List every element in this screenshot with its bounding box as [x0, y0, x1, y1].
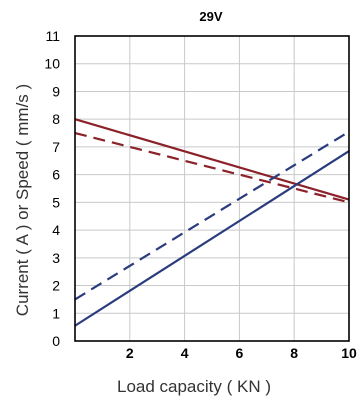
y-tick-label: 2	[52, 278, 60, 294]
series-line-2	[74, 131, 350, 204]
y-axis-label: Current ( A ) or Speed ( mm/s )	[13, 84, 32, 316]
y-tick-label: 11	[45, 28, 60, 44]
y-tick-labels: 0 1 2 3 4 5 6 7 8 9 10 11	[44, 28, 60, 349]
x-tick-label: 2	[126, 345, 134, 361]
series-line-1	[74, 118, 350, 201]
y-tick-label: 3	[52, 250, 60, 266]
x-tick-label: 6	[236, 345, 244, 361]
y-tick-label: 9	[52, 83, 60, 99]
y-tick-label: 4	[52, 222, 60, 238]
x-tick-label: 8	[290, 345, 298, 361]
y-tick-label: 5	[52, 194, 60, 210]
chart-title: 29V	[199, 9, 222, 24]
y-tick-label: 0	[52, 333, 60, 349]
plot-frame	[74, 35, 350, 342]
y-tick-label: 10	[44, 56, 60, 72]
y-tick-label: 8	[52, 111, 60, 127]
x-tick-labels: 2 4 6 8 10	[126, 345, 357, 361]
series-line-4	[74, 130, 350, 301]
y-tick-label: 7	[52, 139, 60, 155]
series-group	[74, 118, 350, 327]
series-line-3	[74, 150, 350, 327]
x-tick-label: 10	[341, 345, 357, 361]
y-tick-label: 1	[52, 305, 60, 321]
y-tick-label: 6	[52, 167, 60, 183]
x-axis-label: Load capacity ( KN )	[117, 377, 271, 396]
x-tick-label: 4	[181, 345, 189, 361]
